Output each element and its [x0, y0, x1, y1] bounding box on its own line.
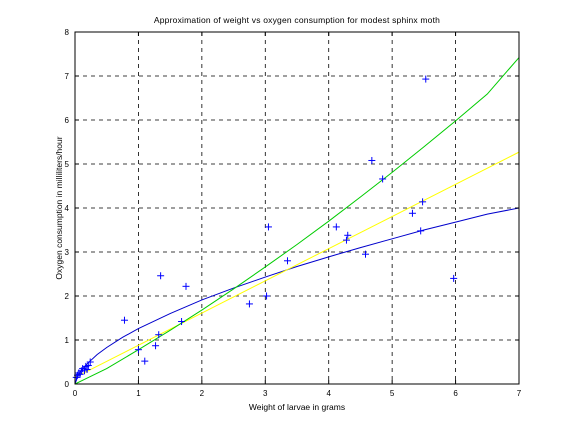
data-point: [362, 250, 370, 258]
data-point: [264, 223, 272, 231]
data-point: [152, 342, 160, 350]
data-point: [134, 346, 142, 354]
data-point: [417, 227, 425, 235]
data-point: [450, 274, 458, 282]
data-point: [76, 370, 84, 378]
data-point: [182, 282, 190, 290]
data-point: [83, 365, 91, 373]
y-axis-label: Oxygen consumption in milliliters/hour: [54, 136, 64, 279]
x-axis-label: Weight of larvae in grams: [249, 402, 345, 412]
data-point: [422, 75, 430, 83]
data-point: [141, 357, 149, 365]
chart-title: Approximation of weight vs oxygen consum…: [154, 15, 440, 25]
data-point: [245, 300, 253, 308]
x-tick-label: 0: [73, 389, 78, 398]
y-tick-label: 1: [65, 336, 70, 345]
x-tick-label: 5: [390, 389, 395, 398]
quadratic-fit-curve: [74, 57, 520, 385]
data-point: [332, 223, 340, 231]
data-point: [344, 231, 352, 239]
y-tick-label: 4: [65, 204, 70, 213]
data-point: [283, 257, 291, 265]
x-tick-label: 2: [200, 389, 205, 398]
data-point: [263, 292, 271, 300]
y-tick-label: 0: [65, 380, 70, 389]
x-tick-label: 7: [517, 389, 522, 398]
data-point: [379, 175, 387, 183]
x-tick-label: 4: [326, 389, 331, 398]
plot-area: 0 1 2 3 4 5 6 7 0 1 2 3 4 5 6 7 8: [65, 28, 522, 398]
x-tick-label: 3: [263, 389, 268, 398]
data-point: [342, 236, 350, 244]
y-tick-label: 2: [65, 292, 70, 301]
axis-ticks: 0 1 2 3 4 5 6 7 0 1 2 3 4 5 6 7 8: [65, 28, 522, 398]
data-point: [120, 316, 128, 324]
y-tick-label: 8: [65, 28, 70, 37]
data-point: [84, 362, 92, 370]
y-tick-label: 5: [65, 160, 70, 169]
data-point: [157, 272, 165, 280]
y-tick-label: 3: [65, 248, 70, 257]
data-point: [419, 198, 427, 206]
y-tick-label: 6: [65, 116, 70, 125]
y-tick-label: 7: [65, 72, 70, 81]
linear-fit-curve: [74, 151, 520, 378]
x-tick-label: 6: [453, 389, 458, 398]
data-point: [408, 209, 416, 217]
data-point: [155, 331, 163, 339]
x-tick-label: 1: [136, 389, 141, 398]
data-point: [178, 318, 186, 326]
data-point: [368, 156, 376, 164]
data-point: [86, 358, 94, 366]
